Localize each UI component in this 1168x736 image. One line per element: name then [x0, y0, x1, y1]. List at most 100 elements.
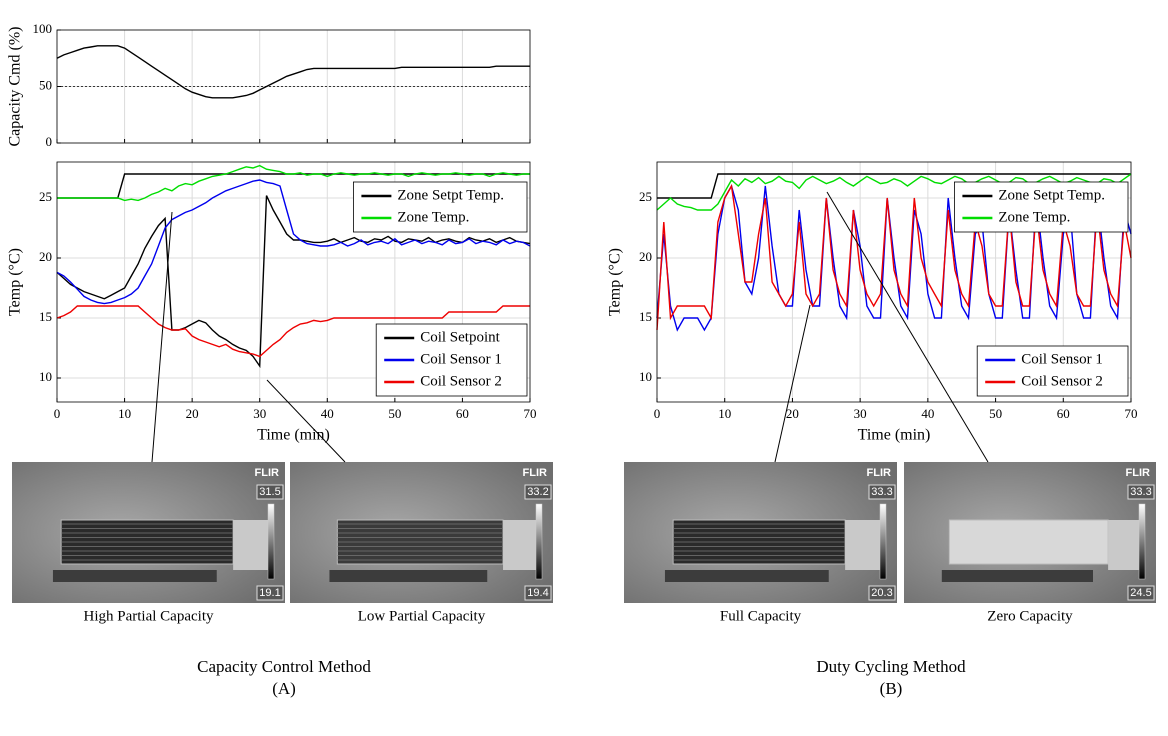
series-line: [657, 173, 1131, 199]
legend-label: Zone Setpt Temp.: [397, 187, 504, 203]
panel-title: Capacity Control Method: [197, 657, 371, 676]
series-line: [56, 305, 530, 358]
legend-box: [976, 345, 1129, 397]
x-tick-label: 70: [524, 406, 537, 421]
y-tick-label: 15: [39, 309, 52, 324]
axes-frame: [656, 161, 1132, 403]
scale-max: 33.3: [871, 486, 892, 498]
scale-bar: [1138, 503, 1146, 580]
scale-min: 19.4: [527, 587, 548, 599]
x-tick-label: 70: [1125, 406, 1138, 421]
series-line: [56, 179, 531, 305]
bracket: [329, 570, 488, 582]
brand: FLIR: [1126, 467, 1150, 479]
legend-label: Coil Sensor 2: [420, 373, 502, 389]
x-tick-label: 20: [786, 406, 799, 421]
connector: [826, 191, 989, 463]
axes-frame: [56, 161, 531, 403]
brand: FLIR: [255, 467, 279, 479]
x-tick-label: 50: [388, 406, 401, 421]
y-tick-label: 10: [639, 369, 652, 384]
scale-min-box: [868, 585, 896, 601]
image-caption: High Partial Capacity: [84, 608, 214, 624]
x-tick-label: 20: [186, 406, 199, 421]
x-tick-label: 60: [1057, 406, 1070, 421]
y-tick-label: 20: [39, 249, 52, 264]
scale-min: 19.1: [259, 587, 280, 599]
legend-box: [352, 181, 528, 233]
scale-min: 20.3: [871, 587, 892, 599]
y-tick-label: 15: [639, 309, 652, 324]
housing: [845, 520, 884, 570]
series-line: [57, 164, 530, 202]
y-axis-label: Temp (°C): [7, 248, 24, 316]
y-tick-label: 0: [46, 134, 53, 149]
scale-min: 24.5: [1130, 587, 1151, 599]
y-axis-label: Temp (°C): [607, 248, 624, 316]
panel-label: (B): [880, 679, 903, 698]
scale-max: 33.2: [527, 486, 548, 498]
brand: FLIR: [523, 467, 547, 479]
panel-title: Duty Cycling Method: [816, 657, 966, 676]
scale-min-box: [256, 585, 284, 601]
scale-bar: [267, 503, 275, 580]
y-tick-label: 20: [639, 249, 652, 264]
image-caption: Zero Capacity: [987, 608, 1073, 624]
y-tick-label: 10: [39, 369, 52, 384]
panel-label: (A): [272, 679, 296, 698]
x-tick-label: 40: [921, 406, 934, 421]
housing: [503, 520, 540, 570]
y-axis-label: Capacity Cmd (%): [7, 27, 24, 147]
coil: [948, 519, 1109, 565]
legend-label: Coil Setpoint: [420, 329, 500, 345]
scale-min-box: [524, 585, 552, 601]
x-axis-label: Time (min): [858, 427, 931, 444]
scale-max-box: [524, 484, 552, 500]
legend-label: Zone Setpt Temp.: [998, 187, 1105, 203]
bracket: [941, 570, 1093, 582]
connector: [774, 304, 811, 463]
series-line: [656, 183, 1132, 331]
legend-label: Coil Sensor 1: [1021, 351, 1103, 367]
x-tick-label: 0: [654, 406, 661, 421]
scale-bar: [879, 503, 887, 580]
brand: FLIR: [867, 467, 891, 479]
x-tick-label: 30: [253, 406, 266, 421]
x-tick-label: 40: [321, 406, 334, 421]
y-tick-label: 100: [33, 21, 53, 36]
scale-max: 31.5: [259, 486, 280, 498]
y-tick-label: 50: [39, 77, 52, 92]
x-tick-label: 30: [854, 406, 867, 421]
y-tick-label: 25: [39, 189, 52, 204]
scale-max-box: [868, 484, 896, 500]
x-axis-label: Time (min): [257, 427, 330, 444]
image-caption: Full Capacity: [720, 608, 802, 624]
scale-max-box: [1127, 484, 1155, 500]
connector: [151, 211, 173, 463]
connector: [266, 379, 346, 463]
legend-box: [954, 181, 1129, 233]
x-tick-label: 50: [989, 406, 1002, 421]
legend-label: Zone Temp.: [397, 209, 469, 225]
legend-label: Zone Temp.: [998, 209, 1070, 225]
image-caption: Low Partial Capacity: [358, 608, 486, 624]
scale-max: 33.3: [1130, 486, 1151, 498]
x-tick-label: 10: [118, 406, 131, 421]
legend-label: Coil Sensor 1: [420, 351, 502, 367]
x-tick-label: 10: [718, 406, 731, 421]
series-line: [656, 173, 1132, 211]
series-line: [656, 184, 1132, 332]
bracket: [664, 570, 829, 582]
scale-bar: [535, 503, 543, 580]
series-line: [56, 45, 530, 99]
scale-max-box: [256, 484, 284, 500]
x-tick-label: 60: [456, 406, 469, 421]
legend-label: Coil Sensor 2: [1021, 373, 1103, 389]
x-tick-label: 0: [54, 406, 61, 421]
series-line: [56, 195, 531, 369]
axes-frame: [56, 29, 531, 144]
housing: [1108, 520, 1144, 570]
bracket: [52, 570, 217, 582]
housing: [233, 520, 272, 570]
